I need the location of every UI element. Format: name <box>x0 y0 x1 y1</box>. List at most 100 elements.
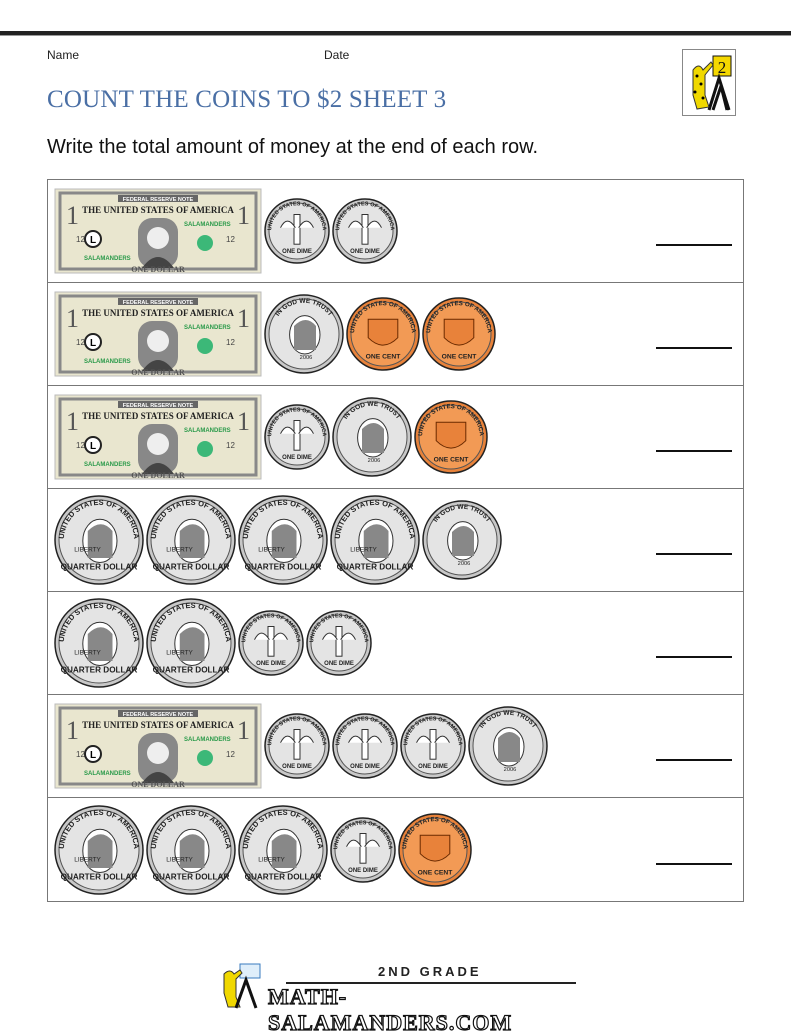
svg-text:LIBERTY: LIBERTY <box>166 856 193 863</box>
coin-row: FEDERAL RESERVE NOTE THE UNITED STATES O… <box>48 283 743 386</box>
svg-text:THE UNITED STATES OF AMERICA: THE UNITED STATES OF AMERICA <box>82 205 234 215</box>
money-items: UNITED STATES OF AMERICA QUARTER DOLLAR LI… <box>54 489 502 591</box>
answer-blank[interactable] <box>656 327 732 349</box>
coin-row: UNITED STATES OF AMERICA QUARTER DOLLAR LI… <box>48 798 743 901</box>
footer-rule <box>286 982 576 984</box>
svg-text:ONE DOLLAR: ONE DOLLAR <box>131 368 185 377</box>
svg-text:12: 12 <box>226 235 235 244</box>
answer-blank[interactable] <box>656 224 732 246</box>
svg-text:1: 1 <box>66 201 79 230</box>
svg-text:ONE CENT: ONE CENT <box>434 456 470 463</box>
answer-blank[interactable] <box>656 430 732 452</box>
svg-text:QUARTER DOLLAR: QUARTER DOLLAR <box>153 563 230 572</box>
footer-site: MATH-SALAMANDERS.COM <box>267 983 513 1035</box>
svg-text:1: 1 <box>66 304 79 333</box>
svg-text:SALAMANDERS: SALAMANDERS <box>84 462 131 468</box>
svg-text:THE UNITED STATES OF AMERICA: THE UNITED STATES OF AMERICA <box>82 411 234 421</box>
svg-text:L: L <box>90 441 96 452</box>
svg-text:LIBERTY: LIBERTY <box>258 856 285 863</box>
svg-text:SALAMANDERS: SALAMANDERS <box>184 737 231 743</box>
coin-row: FEDERAL RESERVE NOTE THE UNITED STATES O… <box>48 386 743 489</box>
svg-text:ONE CENT: ONE CENT <box>366 353 402 360</box>
svg-text:12: 12 <box>76 750 85 759</box>
svg-text:THE UNITED STATES OF AMERICA: THE UNITED STATES OF AMERICA <box>82 720 234 730</box>
name-label: Name <box>47 48 80 62</box>
svg-text:QUARTER DOLLAR: QUARTER DOLLAR <box>337 563 414 572</box>
svg-text:1: 1 <box>237 716 250 745</box>
svg-text:2006: 2006 <box>368 458 381 464</box>
svg-text:SALAMANDERS: SALAMANDERS <box>184 428 231 434</box>
svg-text:12: 12 <box>76 338 85 347</box>
svg-text:ONE DIME: ONE DIME <box>282 764 312 770</box>
answer-blank[interactable] <box>656 843 732 865</box>
money-items: FEDERAL RESERVE NOTE THE UNITED STATES O… <box>54 386 488 488</box>
svg-text:1: 1 <box>66 407 79 436</box>
svg-text:QUARTER DOLLAR: QUARTER DOLLAR <box>61 666 138 675</box>
svg-text:1: 1 <box>66 716 79 745</box>
date-label: Date <box>324 48 350 62</box>
dollar-bill: FEDERAL RESERVE NOTE THE UNITED STATES O… <box>54 394 262 480</box>
svg-text:2006: 2006 <box>504 767 517 773</box>
coin-row: UNITED STATES OF AMERICA QUARTER DOLLAR LI… <box>48 592 743 695</box>
dollar-bill: FEDERAL RESERVE NOTE THE UNITED STATES O… <box>54 188 262 274</box>
instructions: Write the total amount of money at the e… <box>47 136 539 158</box>
page-title: COUNT THE COINS TO $2 SHEET 3 <box>47 86 447 113</box>
answer-blank[interactable] <box>656 636 732 658</box>
svg-text:L: L <box>90 750 96 761</box>
svg-text:LIBERTY: LIBERTY <box>74 546 101 553</box>
answer-blank[interactable] <box>656 533 732 555</box>
svg-text:1: 1 <box>237 201 250 230</box>
svg-text:QUARTER DOLLAR: QUARTER DOLLAR <box>153 666 230 675</box>
svg-text:ONE DIME: ONE DIME <box>350 249 380 255</box>
svg-text:LIBERTY: LIBERTY <box>166 649 193 656</box>
svg-text:2: 2 <box>718 58 727 77</box>
svg-text:1: 1 <box>237 407 250 436</box>
top-rule <box>0 31 791 36</box>
footer-logo: 2ND GRADE MATH-SALAMANDERS.COM <box>218 962 578 1036</box>
salamander-logo: 2 <box>682 49 736 116</box>
svg-text:ONE DIME: ONE DIME <box>418 764 448 770</box>
svg-text:QUARTER DOLLAR: QUARTER DOLLAR <box>61 563 138 572</box>
svg-text:12: 12 <box>76 235 85 244</box>
answer-blank[interactable] <box>656 739 732 761</box>
svg-text:QUARTER DOLLAR: QUARTER DOLLAR <box>61 872 138 881</box>
svg-text:1: 1 <box>237 304 250 333</box>
svg-text:L: L <box>90 235 96 246</box>
coin-row: FEDERAL RESERVE NOTE THE UNITED STATES O… <box>48 180 743 283</box>
coin-row: UNITED STATES OF AMERICA QUARTER DOLLAR LI… <box>48 489 743 592</box>
svg-text:THE UNITED STATES OF AMERICA: THE UNITED STATES OF AMERICA <box>82 308 234 318</box>
money-items: FEDERAL RESERVE NOTE THE UNITED STATES O… <box>54 180 398 282</box>
svg-text:L: L <box>90 338 96 349</box>
svg-text:12: 12 <box>226 441 235 450</box>
svg-text:QUARTER DOLLAR: QUARTER DOLLAR <box>245 563 322 572</box>
svg-text:SALAMANDERS: SALAMANDERS <box>84 771 131 777</box>
svg-text:FEDERAL RESERVE NOTE: FEDERAL RESERVE NOTE <box>123 300 194 306</box>
svg-text:ONE DIME: ONE DIME <box>282 249 312 255</box>
dollar-bill: FEDERAL RESERVE NOTE THE UNITED STATES O… <box>54 703 262 789</box>
coin-table: FEDERAL RESERVE NOTE THE UNITED STATES O… <box>47 179 744 902</box>
svg-text:12: 12 <box>226 750 235 759</box>
money-items: FEDERAL RESERVE NOTE THE UNITED STATES O… <box>54 283 496 385</box>
svg-text:ONE CENT: ONE CENT <box>418 869 454 876</box>
money-items: UNITED STATES OF AMERICA QUARTER DOLLAR LI… <box>54 592 372 694</box>
money-items: UNITED STATES OF AMERICA QUARTER DOLLAR LI… <box>54 798 472 901</box>
svg-text:ONE DIME: ONE DIME <box>256 661 286 667</box>
svg-text:SALAMANDERS: SALAMANDERS <box>184 222 231 228</box>
svg-text:ONE DIME: ONE DIME <box>282 455 312 461</box>
svg-text:ONE DIME: ONE DIME <box>348 867 378 873</box>
